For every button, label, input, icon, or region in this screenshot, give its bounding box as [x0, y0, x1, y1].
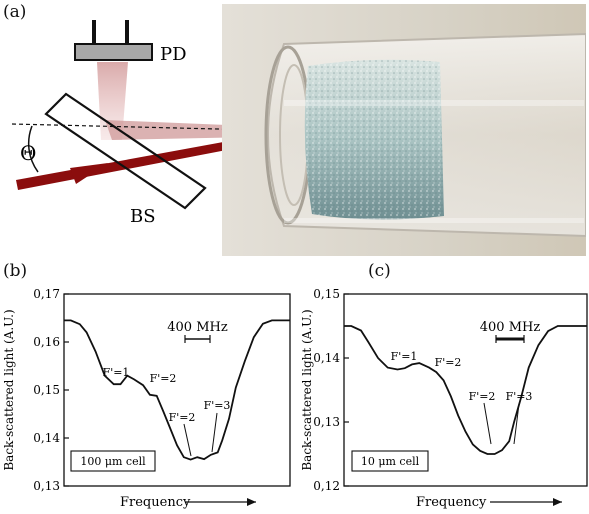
y-axis-label: Back-scattered light (A.U.) — [300, 309, 314, 470]
transition-label: F'=2 — [150, 372, 177, 385]
transition-label: F'=2 — [469, 390, 496, 403]
transition-label: F'=1 — [103, 366, 130, 379]
transition-label: F'=3 — [506, 390, 533, 403]
transition-pointer — [513, 403, 520, 445]
pd-pin-left — [92, 20, 96, 46]
x-axis-label: Frequency — [416, 495, 487, 510]
y-tick-label: 0,13 — [313, 415, 340, 429]
transition-pointer — [483, 402, 492, 445]
panel-label-b: (b) — [3, 261, 28, 281]
y-tick-label: 0,13 — [33, 479, 60, 493]
setup-schematic: Θ PD BS — [11, 20, 224, 227]
beam-arrowhead — [70, 163, 108, 184]
x-axis-arrow-head — [553, 498, 562, 506]
panel-label-a: (a) — [3, 2, 27, 22]
transition-label: F'=3 — [204, 399, 231, 412]
scale-bar-label: 400 MHz — [480, 320, 541, 335]
pd-pin-right — [125, 20, 129, 46]
cell-label: 100 μm cell — [80, 455, 146, 468]
chart-c: 0,12 0,13 0,14 0,15 Back-scattered light (A.… — [300, 287, 588, 510]
scale-bar-label: 400 MHz — [167, 320, 228, 335]
transition-label: F'=2 — [169, 411, 196, 424]
y-tick-label: 0,14 — [313, 351, 340, 365]
y-tick-label: 0,14 — [33, 431, 60, 445]
bs-label: BS — [130, 206, 156, 227]
transition-label: F'=2 — [435, 356, 462, 369]
panel-label-c: (c) — [368, 261, 391, 281]
y-tick-label: 0,15 — [33, 383, 60, 397]
pd-label: PD — [160, 44, 187, 65]
y-tick-label: 0,12 — [313, 479, 340, 493]
cell-label-box — [70, 450, 156, 472]
x-axis-arrow-head — [247, 498, 256, 506]
photodiode — [74, 43, 153, 61]
transition-pointer — [211, 412, 218, 453]
cell-label: 10 μm cell — [361, 455, 420, 468]
y-axis-label: Back-scattered light (A.U.) — [2, 309, 16, 470]
cell-label-box — [351, 450, 429, 472]
transition-label: F'=1 — [391, 350, 418, 363]
incident-beam — [16, 141, 224, 190]
transition-pointer — [183, 423, 192, 457]
spectrum-line — [344, 325, 587, 455]
x-axis-label: Frequency — [120, 495, 191, 510]
chart-b: 0,13 0,14 0,15 0,16 0,17 Back-scattered light… — [2, 287, 291, 510]
backscatter-beam — [105, 120, 224, 140]
angle-label: Θ — [20, 141, 36, 165]
plot-frame — [343, 293, 588, 487]
y-tick-label: 0,17 — [33, 287, 60, 301]
angle-arc — [27, 125, 39, 173]
beam-splitter — [44, 92, 207, 210]
spectrum-line — [64, 319, 290, 461]
y-tick-label: 0,16 — [33, 335, 60, 349]
vapor-cell-photo — [222, 4, 586, 256]
y-tick-label: 0,15 — [313, 287, 340, 301]
